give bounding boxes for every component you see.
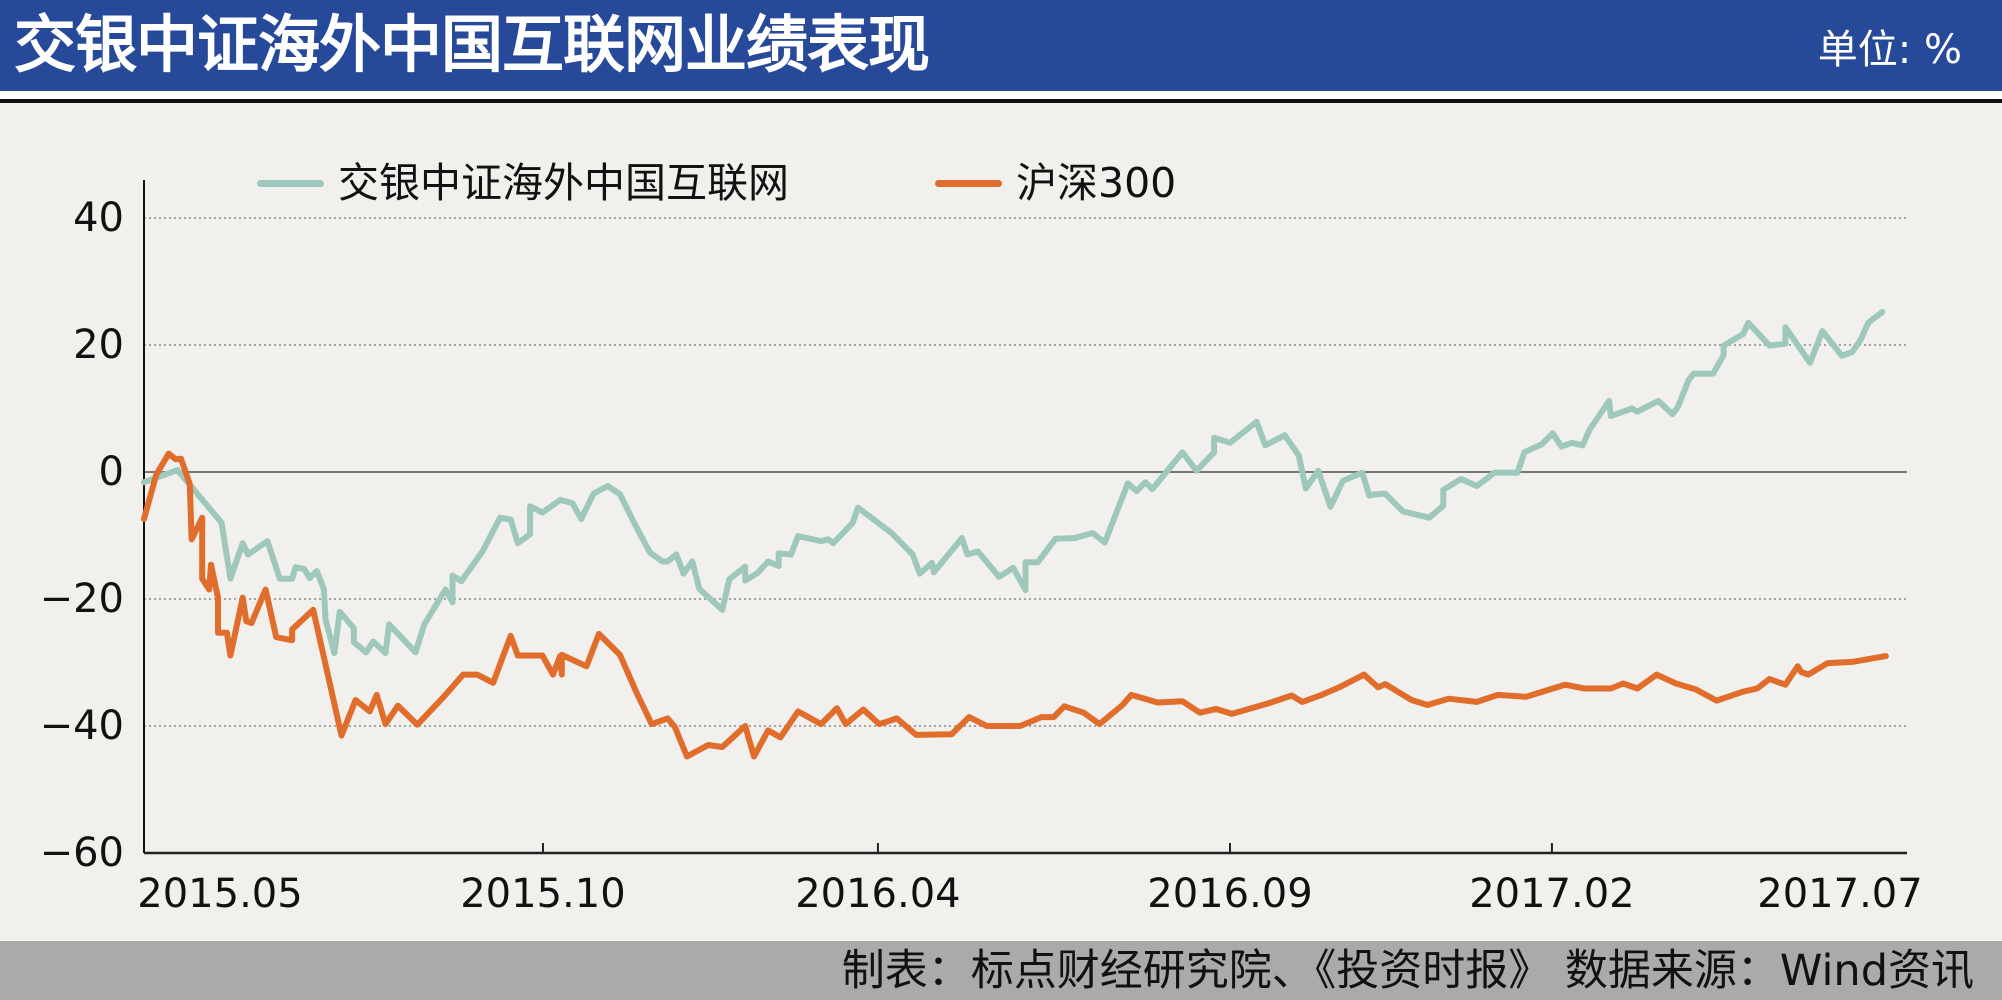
header-divider	[0, 99, 2002, 103]
x-tick-label: 2016.09	[1147, 871, 1313, 917]
y-tick-label: 40	[73, 195, 124, 241]
x-tick-label: 2017.02	[1469, 871, 1635, 917]
source-note: 制表：标点财经研究院、《投资时报》 数据来源：Wind资讯	[841, 946, 1974, 996]
y-tick-label: 20	[73, 322, 124, 368]
unit-label: 单位: %	[1817, 27, 1962, 73]
y-tick-label: −40	[39, 703, 124, 749]
header-bar: 交银中证海外中国互联网业绩表现 单位: %	[0, 0, 2002, 91]
legend-item-fund: 交银中证海外中国互联网	[257, 158, 789, 208]
footer-bar: 制表：标点财经研究院、《投资时报》 数据来源：Wind资讯	[0, 941, 2002, 1000]
x-tick-label: 2015.05	[137, 871, 303, 917]
x-tick-label: 2015.10	[460, 871, 626, 917]
chart-title: 交银中证海外中国互联网业绩表现	[14, 8, 930, 81]
x-tick-label: 2017.07	[1757, 871, 1923, 917]
series-line-fund	[141, 309, 1886, 656]
legend-label-fund: 交银中证海外中国互联网	[338, 159, 789, 207]
plot-background	[0, 103, 2002, 941]
legend-item-hs300: 沪深300	[935, 158, 1176, 208]
legend-swatch-fund	[257, 179, 324, 187]
x-tick-label: 2016.04	[795, 871, 961, 917]
y-tick-label: −20	[39, 576, 124, 622]
y-tick-label: 0	[98, 449, 124, 495]
y-tick-label: −60	[39, 830, 124, 876]
legend-label-hs300: 沪深300	[1016, 159, 1177, 207]
series-line-hs300	[141, 450, 1889, 760]
header-gap	[0, 91, 2002, 99]
axes	[143, 180, 1907, 855]
gridlines	[144, 217, 1907, 727]
series-lines	[141, 309, 1889, 760]
legend-swatch-hs300	[935, 179, 1002, 187]
